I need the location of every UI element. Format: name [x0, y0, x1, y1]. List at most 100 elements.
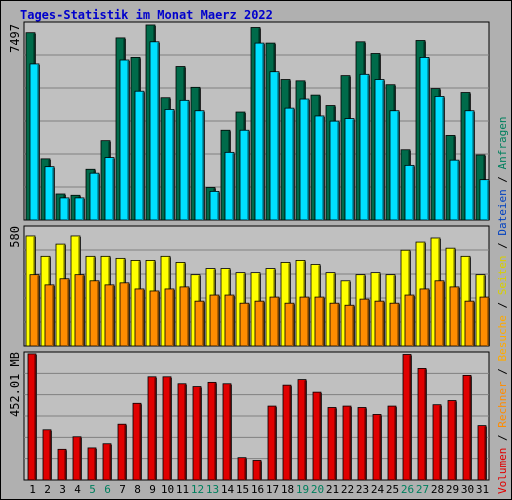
legend-sep: / [496, 169, 509, 189]
volumen-bar-day-15 [237, 457, 247, 481]
bar-edge [319, 393, 321, 480]
x-tick-label-4: 4 [74, 483, 81, 496]
dateien-bar-day-13 [209, 190, 220, 221]
bar-edge [184, 384, 186, 480]
bar-edge [172, 289, 174, 346]
dateien-bar-day-25 [389, 110, 400, 221]
legend-besuche: Besuche [496, 315, 509, 361]
besuche-bar-day-22 [344, 304, 355, 347]
volumen-bar-day-6 [102, 443, 112, 481]
volumen-bar-day-7 [117, 423, 127, 481]
bar-edge [262, 302, 264, 346]
besuche-bar-day-17 [269, 296, 280, 347]
bar-edge [127, 61, 129, 220]
bar-edge [367, 75, 369, 220]
volumen-bar-day-10 [162, 376, 172, 481]
x-tick-label-27: 27 [416, 483, 429, 496]
besuche-bar-day-1 [29, 274, 40, 347]
bar-edge [142, 289, 144, 346]
besuche-bar-day-2 [44, 284, 55, 347]
x-tick-label-12: 12 [191, 483, 204, 496]
besuche-bar-day-23 [359, 298, 370, 347]
bar-edge [112, 158, 114, 220]
volumen-bar-day-25 [387, 405, 397, 481]
bar-edge [34, 354, 36, 480]
bar-edge [217, 192, 219, 220]
x-tick-label-5: 5 [89, 483, 96, 496]
bar-edge [157, 291, 159, 346]
bar-edge [472, 302, 474, 346]
volumen-bar-day-31 [477, 425, 487, 481]
volume-ymax-label: 452.01 MB [8, 352, 22, 417]
volumen-bar-day-29 [447, 400, 457, 481]
dateien-bar-day-21 [329, 120, 340, 221]
besuche-bar-day-9 [149, 290, 160, 347]
dateien-bar-day-22 [344, 118, 355, 221]
x-tick-label-20: 20 [311, 483, 324, 496]
dateien-bar-day-2 [44, 166, 55, 221]
bar-edge [337, 304, 339, 346]
volumen-bar-day-19 [297, 379, 307, 481]
bar-edge [277, 72, 279, 220]
besuche-bar-day-10 [164, 288, 175, 347]
bar-edge [364, 408, 366, 480]
x-tick-label-30: 30 [461, 483, 474, 496]
bar-edge [169, 377, 171, 480]
legend-seiten: Seiten [496, 256, 509, 296]
dateien-bar-day-8 [134, 90, 145, 221]
volumen-bar-day-9 [147, 376, 157, 481]
bar-edge [352, 306, 354, 346]
dateien-bar-day-16 [254, 42, 265, 221]
bar-edge [307, 100, 309, 220]
besuche-bar-day-13 [209, 294, 220, 347]
volumen-bar-day-11 [177, 383, 187, 481]
x-tick-label-23: 23 [356, 483, 369, 496]
besuche-bar-day-6 [104, 284, 115, 347]
volumen-bar-day-18 [282, 384, 292, 481]
x-tick-label-9: 9 [149, 483, 156, 496]
x-tick-label-3: 3 [59, 483, 66, 496]
bar-edge [82, 275, 84, 346]
dateien-bar-day-31 [479, 179, 490, 221]
x-tick-label-21: 21 [326, 483, 339, 496]
bar-edge [439, 405, 441, 480]
besuche-bar-day-28 [434, 280, 445, 347]
bar-edge [127, 283, 129, 346]
bar-edge [322, 298, 324, 346]
volumen-bar-day-3 [57, 448, 67, 481]
dateien-bar-day-5 [89, 172, 100, 221]
bar-edge [157, 42, 159, 221]
bar-edge [469, 376, 471, 480]
bar-edge [424, 369, 426, 480]
x-tick-label-8: 8 [134, 483, 141, 496]
besuche-bar-day-19 [299, 296, 310, 347]
bar-edge [64, 450, 66, 480]
bar-edge [202, 111, 204, 220]
x-tick-label-1: 1 [29, 483, 36, 496]
dateien-bar-day-17 [269, 71, 280, 221]
besuche-bar-day-25 [389, 302, 400, 347]
bar-edge [229, 384, 231, 480]
volumen-bar-day-20 [312, 391, 322, 481]
chart-title: Tages-Statistik im Monat Maerz 2022 [20, 8, 273, 22]
dateien-bar-day-18 [284, 107, 295, 221]
besuche-bar-day-14 [224, 294, 235, 347]
volumen-bar-day-17 [267, 405, 277, 481]
besuche-bar-day-11 [179, 286, 190, 347]
bar-edge [382, 302, 384, 346]
bar-edge [247, 304, 249, 346]
besuche-bar-day-21 [329, 302, 340, 347]
bar-edge [202, 302, 204, 346]
dateien-bar-day-23 [359, 73, 370, 221]
x-tick-label-17: 17 [266, 483, 279, 496]
besuche-bar-day-18 [284, 302, 295, 347]
bar-edge [472, 111, 474, 220]
requests-ymax-label: 7497 [8, 24, 22, 53]
x-tick-label-14: 14 [221, 483, 235, 496]
volumen-bar-day-22 [342, 405, 352, 481]
x-tick-label-11: 11 [176, 483, 189, 496]
bar-edge [274, 407, 276, 480]
bar-edge [187, 101, 189, 220]
bar-edge [409, 355, 411, 480]
